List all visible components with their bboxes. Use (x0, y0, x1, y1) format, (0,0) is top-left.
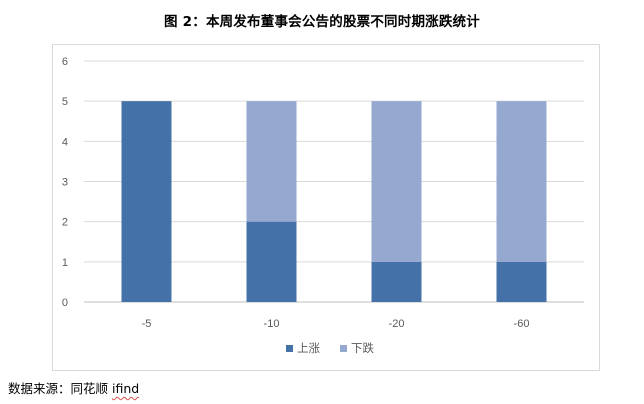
x-tick-labels: -5 -10 -20 -60 (142, 318, 530, 330)
bar-down-3 (496, 101, 547, 262)
y-tick-label: 0 (62, 297, 68, 309)
bar-up-0 (121, 101, 172, 303)
bar-down-2 (371, 101, 422, 262)
legend-label-down: 下跌 (351, 341, 374, 355)
bar-down-1 (246, 101, 297, 222)
y-tick-label: 1 (62, 257, 68, 269)
bars (121, 101, 547, 303)
y-tick-label: 3 (62, 177, 68, 189)
legend-label-up: 上涨 (297, 341, 320, 355)
source-brand: ifind (111, 381, 140, 396)
x-tick-label: -5 (142, 318, 152, 330)
y-tick-labels: 0 1 2 3 4 5 6 (62, 56, 68, 309)
source-note: 数据来源：同花顺 ifind (8, 378, 139, 397)
x-tick-label: -20 (389, 318, 405, 330)
y-tick-label: 5 (62, 96, 68, 108)
legend-swatch-up (286, 345, 293, 352)
bar-up-3 (496, 261, 547, 302)
bar-up-1 (246, 221, 297, 302)
bar-up-2 (371, 261, 422, 302)
x-tick-label: -60 (514, 318, 530, 330)
legend-swatch-down (340, 345, 347, 352)
chart-title: 图 2：本周发布董事会公告的股票不同时期涨跌统计 (164, 14, 480, 30)
y-tick-label: 2 (62, 217, 68, 229)
y-tick-label: 6 (62, 56, 68, 68)
x-tick-label: -10 (264, 318, 280, 330)
source-prefix: 数据来源：同花顺 (8, 381, 112, 396)
legend: 上涨 下跌 (286, 341, 374, 355)
y-tick-label: 4 (62, 136, 68, 148)
